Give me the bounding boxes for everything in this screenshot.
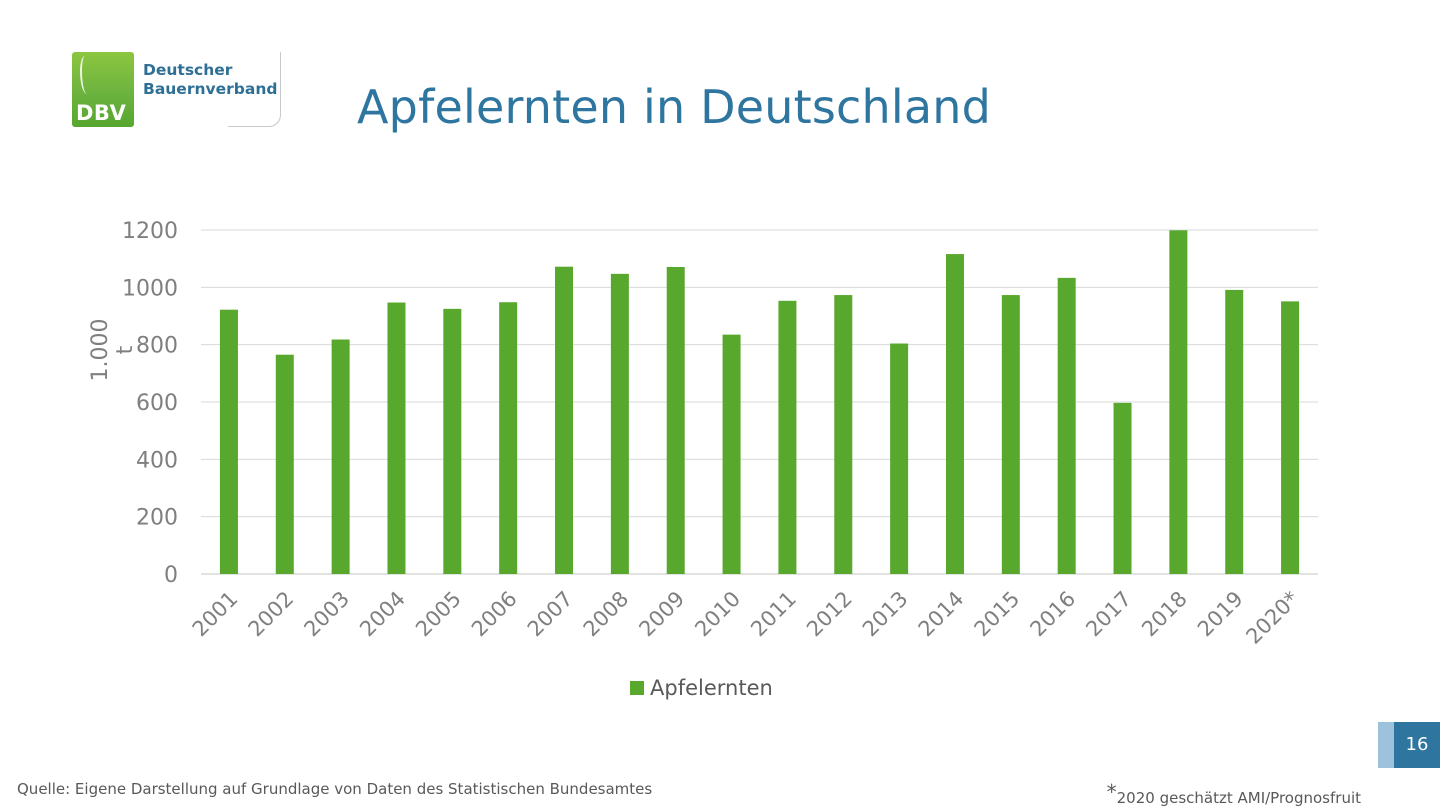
y-tick-label: 400 — [136, 448, 178, 473]
y-tick-label: 0 — [164, 563, 178, 588]
bar — [834, 295, 853, 574]
x-tick-label: 2012 — [802, 587, 857, 642]
logo-abbreviation: DBV — [76, 101, 127, 125]
bar — [1001, 295, 1020, 574]
bar — [219, 309, 238, 574]
footnote-star: * — [1106, 780, 1117, 804]
legend-swatch — [630, 681, 644, 695]
page-number-box: 16 — [1378, 722, 1440, 768]
x-tick-label: 2002 — [244, 587, 299, 642]
y-tick-label: 1000 — [122, 276, 178, 301]
bar — [666, 266, 685, 574]
logo-name-line2: Bauernverband — [143, 80, 278, 98]
bar — [387, 302, 406, 574]
chart-legend: Apfelernten — [630, 676, 773, 700]
x-tick-label: 2008 — [579, 587, 634, 642]
y-axis-label: 1.000 t — [88, 318, 138, 382]
bar — [1169, 230, 1188, 574]
x-tick-label: 2011 — [746, 587, 801, 642]
bar — [1225, 289, 1244, 574]
bar — [945, 254, 964, 574]
x-tick-label: 2020* — [1241, 587, 1303, 649]
logo-frame — [228, 52, 281, 127]
x-tick-label: 2006 — [467, 587, 522, 642]
footnote-text: 2020 geschätzt AMI/Prognosfruit — [1116, 789, 1361, 807]
x-tick-label: 2009 — [634, 587, 689, 642]
bar — [499, 302, 518, 574]
bar — [722, 334, 741, 574]
y-tick-label: 200 — [136, 506, 178, 531]
x-tick-label: 2003 — [299, 587, 354, 642]
logo-swoosh-icon — [80, 56, 92, 94]
page-number-accent — [1378, 722, 1394, 768]
bar — [1113, 402, 1132, 574]
x-tick-label: 2007 — [523, 587, 578, 642]
bar — [555, 266, 574, 574]
x-tick-label: 2015 — [970, 587, 1025, 642]
x-tick-label: 2010 — [690, 587, 745, 642]
page-title: Apfelernten in Deutschland — [357, 80, 992, 134]
page-number: 16 — [1405, 734, 1429, 755]
x-tick-label: 2014 — [914, 587, 969, 642]
x-tick-label: 2018 — [1137, 587, 1192, 642]
x-tick-label: 2016 — [1025, 587, 1080, 642]
dbv-logo: DBV Deutscher Bauernverband — [72, 52, 282, 128]
bar — [1281, 301, 1300, 574]
footnote: *2020 geschätzt AMI/Prognosfruit — [1107, 780, 1361, 807]
bar — [443, 308, 462, 574]
y-tick-label: 800 — [136, 334, 178, 359]
logo-badge: DBV — [72, 52, 134, 127]
bar — [890, 343, 909, 574]
bar — [275, 354, 294, 574]
bar — [1057, 277, 1076, 574]
bar — [778, 300, 797, 574]
bar — [331, 339, 350, 574]
x-tick-label: 2013 — [858, 587, 913, 642]
source-note: Quelle: Eigene Darstellung auf Grundlage… — [17, 780, 653, 798]
logo-name: Deutscher Bauernverband — [143, 61, 277, 99]
y-tick-label: 600 — [136, 391, 178, 416]
legend-label: Apfelernten — [650, 676, 773, 700]
logo-name-line1: Deutscher — [143, 61, 233, 79]
x-tick-label: 2017 — [1081, 587, 1136, 642]
x-tick-label: 2001 — [188, 587, 243, 642]
x-tick-label: 2004 — [355, 587, 410, 642]
x-tick-label: 2019 — [1193, 587, 1248, 642]
bar — [610, 273, 629, 574]
x-tick-label: 2005 — [411, 587, 466, 642]
y-tick-label: 1200 — [122, 219, 178, 244]
